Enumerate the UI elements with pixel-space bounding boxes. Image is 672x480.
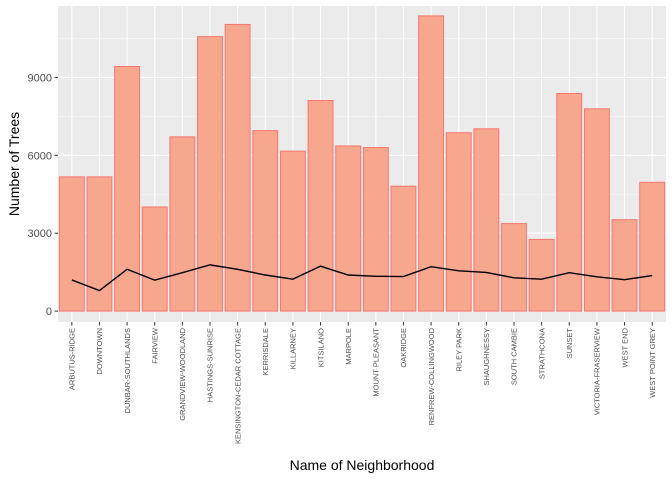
bar bbox=[86, 176, 113, 312]
bar bbox=[224, 23, 251, 312]
x-tick-label: KITSILANO bbox=[316, 328, 325, 367]
bar bbox=[58, 176, 85, 312]
bar bbox=[390, 185, 417, 312]
y-tick-label: 6000 bbox=[28, 150, 52, 162]
bar bbox=[362, 147, 389, 312]
y-tick-label: 3000 bbox=[28, 228, 52, 240]
bar bbox=[307, 100, 334, 312]
average-line bbox=[71, 264, 653, 292]
bar bbox=[583, 108, 610, 312]
x-tick-label: DOWNTOWN bbox=[95, 328, 104, 375]
y-tick-label: 0 bbox=[46, 306, 52, 318]
x-tick-label: WEST POINT GREY bbox=[648, 328, 657, 398]
bar bbox=[418, 15, 445, 312]
y-axis-title: Number of Trees bbox=[6, 112, 22, 216]
x-tick-label: WEST END bbox=[620, 327, 629, 367]
bar bbox=[556, 93, 583, 312]
bar bbox=[639, 181, 666, 312]
bar bbox=[528, 238, 555, 312]
bar bbox=[197, 36, 223, 312]
y-tick-label: 9000 bbox=[28, 72, 52, 84]
x-tick-label: RENFREW-COLLINGWOOD bbox=[427, 327, 436, 425]
bar bbox=[473, 128, 500, 312]
bar bbox=[252, 130, 279, 312]
x-tick-label: KERRISDALE bbox=[261, 328, 270, 376]
bar bbox=[611, 219, 638, 312]
bars bbox=[58, 15, 666, 312]
x-tick-label: SUNSET bbox=[565, 328, 574, 359]
x-tick-label: SHAUGHNESSY bbox=[482, 328, 491, 386]
x-axis: ARBUTUS-RIDGE DOWNTOWN DUNBAR-SOUTHLANDS FA… bbox=[68, 322, 657, 444]
y-axis: 0 3000 6000 9000 bbox=[28, 72, 58, 318]
x-tick-label: MARPOLE bbox=[344, 328, 353, 365]
x-tick-label: DUNBAR-SOUTHLANDS bbox=[123, 328, 132, 413]
x-tick-label: HASTINGS-SUNRISE bbox=[206, 328, 215, 402]
bar bbox=[501, 223, 527, 312]
x-tick-label: STRATHCONA bbox=[537, 328, 546, 379]
bar bbox=[279, 150, 306, 312]
x-tick-label: VICTORIA-FRASERVIEW bbox=[593, 327, 602, 415]
x-tick-label: FAIRVIEW bbox=[150, 327, 159, 364]
x-tick-label: OAKRIDGE bbox=[399, 328, 408, 368]
bar bbox=[114, 65, 141, 312]
bar bbox=[141, 206, 168, 312]
x-tick-label: KILLARNEY bbox=[289, 328, 298, 369]
bar bbox=[335, 145, 362, 312]
x-tick-label: GRANDVIEW-WOODLAND bbox=[178, 327, 187, 420]
x-tick-label: KENSINGTON-CEDAR COTTAGE bbox=[233, 328, 242, 444]
x-tick-label: MOUNT PLEASANT bbox=[372, 328, 381, 397]
bar bbox=[445, 132, 472, 312]
x-tick-label: RILEY PARK bbox=[454, 328, 463, 372]
bar bbox=[169, 136, 196, 312]
x-tick-label: ARBUTUS-RIDGE bbox=[68, 328, 77, 390]
x-axis-title: Name of Neighborhood bbox=[290, 457, 435, 473]
x-tick-label: SOUTH CAMBIE bbox=[510, 328, 519, 385]
